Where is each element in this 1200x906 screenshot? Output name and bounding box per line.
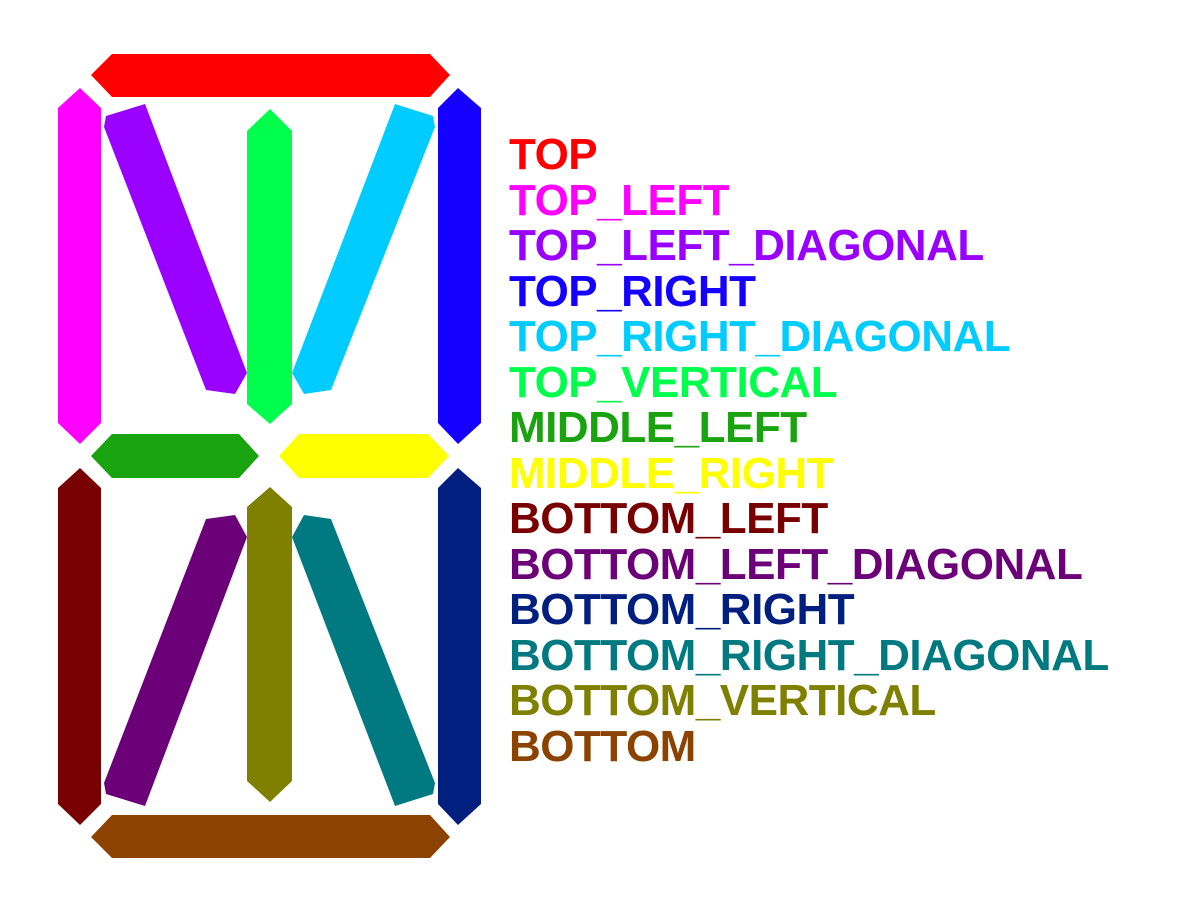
segment-top-right (438, 88, 481, 444)
segment-bottom-right-diagonal (292, 515, 435, 806)
segment-middle-right (279, 434, 449, 478)
legend-label-bottom-left-diagonal: BOTTOM_LEFT_DIAGONAL (509, 539, 1083, 589)
legend-label-bottom: BOTTOM (509, 721, 696, 771)
sixteen-segment-display (58, 54, 481, 858)
segment-bottom-right (438, 468, 481, 825)
segment-legend: TOP TOP_LEFT TOP_LEFT_DIAGONAL TOP_RIGHT… (509, 132, 1109, 769)
segment-bottom (91, 815, 450, 858)
segment-bottom-left-diagonal (104, 515, 247, 806)
legend-label-bottom-vertical: BOTTOM_VERTICAL (509, 676, 936, 725)
legend-label-middle-left: MIDDLE_LEFT (509, 403, 807, 452)
segment-top-vertical (247, 109, 292, 424)
segment-top-right-diagonal (292, 104, 435, 394)
segment-top-left (58, 88, 101, 444)
segment-middle-left (91, 434, 259, 478)
legend-label-top-right: TOP_RIGHT (509, 266, 756, 316)
legend-label-bottom-right: BOTTOM_RIGHT (509, 585, 855, 634)
segment-top (91, 54, 450, 97)
legend-label-top: TOP (509, 130, 598, 179)
legend-label-middle-right: MIDDLE_RIGHT (509, 448, 833, 498)
segment-bottom-vertical (247, 487, 292, 802)
legend-label-top-left: TOP_LEFT (509, 175, 730, 225)
segment-bottom-left (58, 468, 101, 825)
segment-top-left-diagonal (104, 104, 247, 394)
legend-label-top-right-diagonal: TOP_RIGHT_DIAGONAL (509, 312, 1011, 361)
legend-label-top-vertical: TOP_VERTICAL (509, 357, 838, 407)
legend-label-bottom-left: BOTTOM_LEFT (509, 494, 828, 543)
legend-label-top-left-diagonal: TOP_LEFT_DIAGONAL (509, 221, 984, 270)
legend-label-bottom-right-diagonal: BOTTOM_RIGHT_DIAGONAL (509, 630, 1109, 680)
